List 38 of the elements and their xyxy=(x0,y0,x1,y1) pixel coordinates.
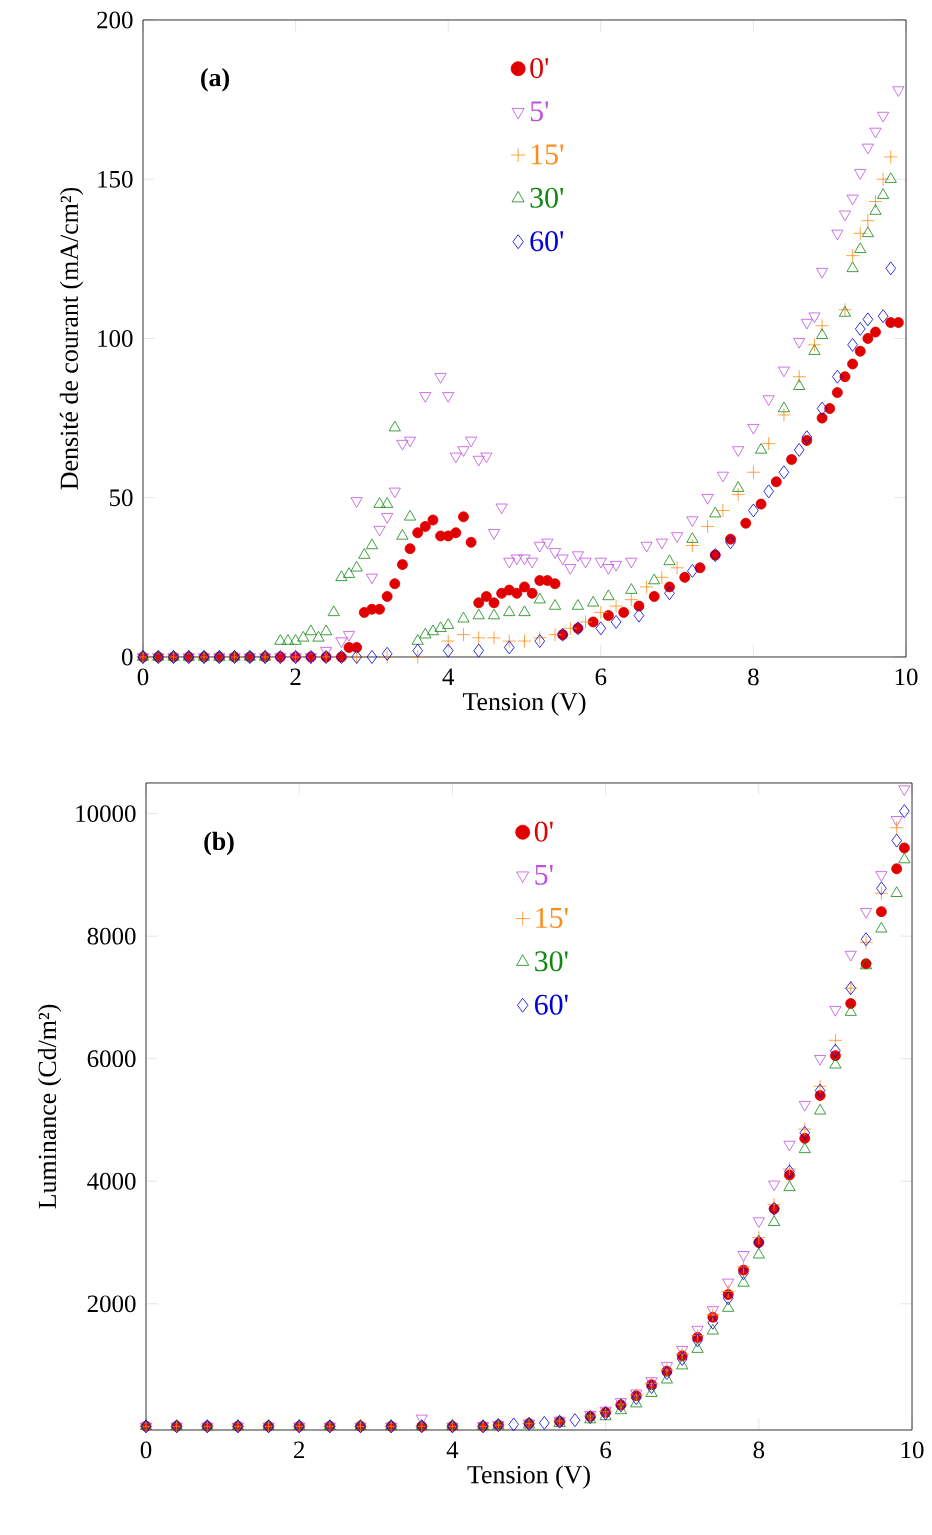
y-tick-label: 2000 xyxy=(87,1295,136,1313)
x-tick-label: 2 xyxy=(290,668,301,685)
y-axis-title: Luminance (Cd/m²) xyxy=(37,1004,62,1209)
legend-label: 15' xyxy=(531,144,564,165)
y-tick-label: 200 xyxy=(97,11,133,29)
x-tick-label: 4 xyxy=(442,668,455,685)
y-tick-label: 0 xyxy=(121,648,133,666)
legend-label: 60' xyxy=(530,231,564,252)
x-tick-label: 8 xyxy=(753,1441,765,1459)
x-tick-label: 2 xyxy=(294,1441,305,1459)
y-tick-label: 6000 xyxy=(87,1050,136,1068)
x-tick-label: 10 xyxy=(895,668,918,686)
y-axis-title: Densité de courant (mA/cm²) xyxy=(59,187,84,490)
y-tick-label: 100 xyxy=(98,330,133,347)
x-tick-label: 10 xyxy=(901,1441,924,1459)
legend-label: 0' xyxy=(534,821,553,842)
legend-label: 60' xyxy=(534,994,568,1015)
x-tick-label: 6 xyxy=(600,1441,612,1459)
legend-label: 30' xyxy=(535,951,568,972)
legend-label: 5' xyxy=(530,101,549,122)
legend-label: 5' xyxy=(535,864,553,885)
text: (a) xyxy=(201,68,229,92)
y-tick-label: 4000 xyxy=(87,1172,136,1190)
x-axis-title: Tension (V) xyxy=(467,1465,590,1489)
x-tick-label: 4 xyxy=(446,1441,459,1458)
y-tick-label: 10000 xyxy=(76,805,136,823)
y-tick-label: 50 xyxy=(110,489,133,507)
y-tick-label: 150 xyxy=(98,170,133,188)
legend-label: 0' xyxy=(530,58,549,79)
x-tick-label: 0 xyxy=(140,1441,152,1459)
legend-label: 15' xyxy=(536,907,568,928)
text: (b) xyxy=(204,831,234,856)
x-tick-label: 6 xyxy=(595,668,607,686)
x-tick-label: 8 xyxy=(748,668,759,686)
legend-label: 30' xyxy=(530,187,564,208)
y-tick-label: 8000 xyxy=(87,927,136,945)
x-axis-title: Tension (V) xyxy=(462,692,586,716)
x-tick-label: 0 xyxy=(137,668,149,686)
